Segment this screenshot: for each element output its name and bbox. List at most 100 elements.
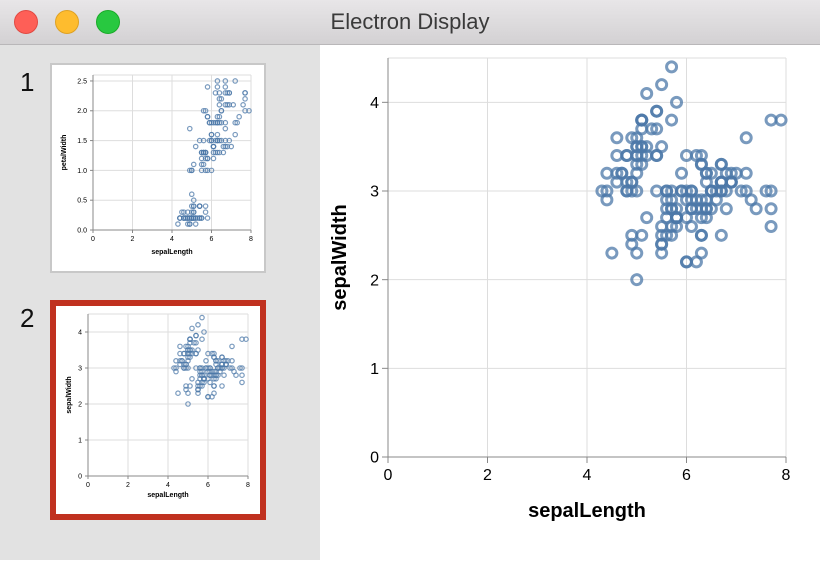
data-point <box>236 113 242 120</box>
data-point <box>675 166 689 180</box>
data-point <box>203 357 209 364</box>
data-point <box>190 203 197 209</box>
data-point <box>205 394 211 400</box>
x-axis-title: sepalLength <box>147 492 188 499</box>
y-tick-label: 2.0 <box>77 108 87 115</box>
data-point <box>233 372 239 379</box>
data-point <box>749 202 763 216</box>
data-point <box>181 215 187 221</box>
window-title: Electron Display <box>330 9 490 34</box>
data-point <box>190 197 197 203</box>
data-point <box>670 95 684 109</box>
thumbnail-1[interactable]: 0 2 4 6 8 0.0 0.5 1.0 1.5 2.0 2.5 sepalLength petalW… <box>50 63 266 273</box>
data-point <box>665 113 679 127</box>
x-tick-label: 2 <box>131 236 135 243</box>
thumbnail-number-2: 2 <box>20 303 35 333</box>
data-point <box>218 96 225 102</box>
data-point <box>680 184 693 198</box>
data-point <box>739 166 753 180</box>
data-point <box>208 131 215 138</box>
minimize-window-button[interactable] <box>55 10 79 34</box>
data-point <box>183 383 189 389</box>
data-point <box>188 191 195 198</box>
y-tick-label: 2 <box>370 272 379 289</box>
data-point <box>188 203 195 209</box>
x-tick-label: 4 <box>170 236 174 243</box>
data-point <box>201 376 207 382</box>
thumbnail-2-selected[interactable]: 0 2 4 6 8 0 1 2 3 4 sepalLength sepalWidth <box>50 300 266 520</box>
data-point <box>665 60 679 74</box>
data-point <box>660 202 674 216</box>
data-point <box>204 113 211 120</box>
y-tick-label: 4 <box>78 329 82 336</box>
data-point <box>600 184 614 198</box>
data-point <box>689 149 703 163</box>
main-scatter-chart: 0 2 4 6 8 0 1 2 3 4 sepalLength sepalWidth <box>329 57 791 522</box>
data-point <box>218 107 225 114</box>
data-point <box>222 78 229 84</box>
data-point <box>198 161 205 168</box>
data-point <box>177 343 183 350</box>
data-point <box>185 209 191 215</box>
data-point <box>630 140 644 154</box>
y-tick-label: 1 <box>370 361 379 378</box>
data-point <box>219 383 225 389</box>
data-point <box>610 166 624 180</box>
data-point <box>211 372 217 379</box>
data-point <box>207 379 213 386</box>
data-point <box>222 90 229 96</box>
data-point <box>227 365 233 371</box>
data-point <box>206 137 213 144</box>
thumbnail-2-chart: 0 2 4 6 8 0 1 2 3 4 sepalLength sepalWidth <box>66 313 250 499</box>
maximize-window-button[interactable] <box>96 10 120 34</box>
x-tick-label: 8 <box>782 467 791 484</box>
data-point <box>186 221 193 227</box>
data-point <box>714 228 728 242</box>
data-point <box>197 372 203 379</box>
data-point <box>739 131 753 145</box>
data-point <box>211 383 217 389</box>
data-point <box>199 383 205 389</box>
y-tick-label: 1.0 <box>77 168 87 175</box>
y-tick-label: 0 <box>370 450 379 467</box>
data-point <box>204 155 211 162</box>
data-point <box>764 184 778 198</box>
data-point <box>190 161 197 168</box>
close-window-button[interactable] <box>14 10 38 34</box>
data-point <box>175 390 181 397</box>
data-point <box>234 119 240 126</box>
data-point <box>189 376 195 382</box>
data-point <box>210 155 217 162</box>
data-point <box>224 143 231 150</box>
data-point <box>175 221 181 227</box>
data-point <box>239 372 245 379</box>
data-point <box>655 78 669 92</box>
data-point <box>759 184 773 198</box>
data-point <box>694 228 708 242</box>
data-point <box>213 357 219 364</box>
data-point <box>665 228 679 242</box>
data-point <box>210 143 217 150</box>
data-point <box>188 167 195 174</box>
data-point <box>684 219 698 233</box>
x-tick-label: 2 <box>483 467 492 484</box>
data-point <box>208 119 215 126</box>
data-point <box>704 184 718 198</box>
x-tick-label: 4 <box>166 482 170 489</box>
data-point <box>214 113 221 120</box>
x-axis-title: sepalLength <box>151 249 192 256</box>
data-point <box>193 339 199 346</box>
data-point <box>202 203 209 209</box>
data-point <box>232 131 239 138</box>
x-tick-label: 6 <box>206 482 210 489</box>
x-tick-label: 6 <box>210 236 214 243</box>
thumbnail-1-chart: 0 2 4 6 8 0.0 0.5 1.0 1.5 2.0 2.5 sepalLength petalW… <box>61 74 253 256</box>
data-point <box>222 125 229 132</box>
data-point <box>202 107 209 114</box>
data-point <box>195 347 201 353</box>
main-display: 0 2 4 6 8 0 1 2 3 4 sepalLength sepalWidth <box>320 45 820 560</box>
data-point <box>201 329 207 335</box>
data-point <box>204 84 211 90</box>
data-point <box>187 336 193 343</box>
data-point <box>202 155 209 162</box>
